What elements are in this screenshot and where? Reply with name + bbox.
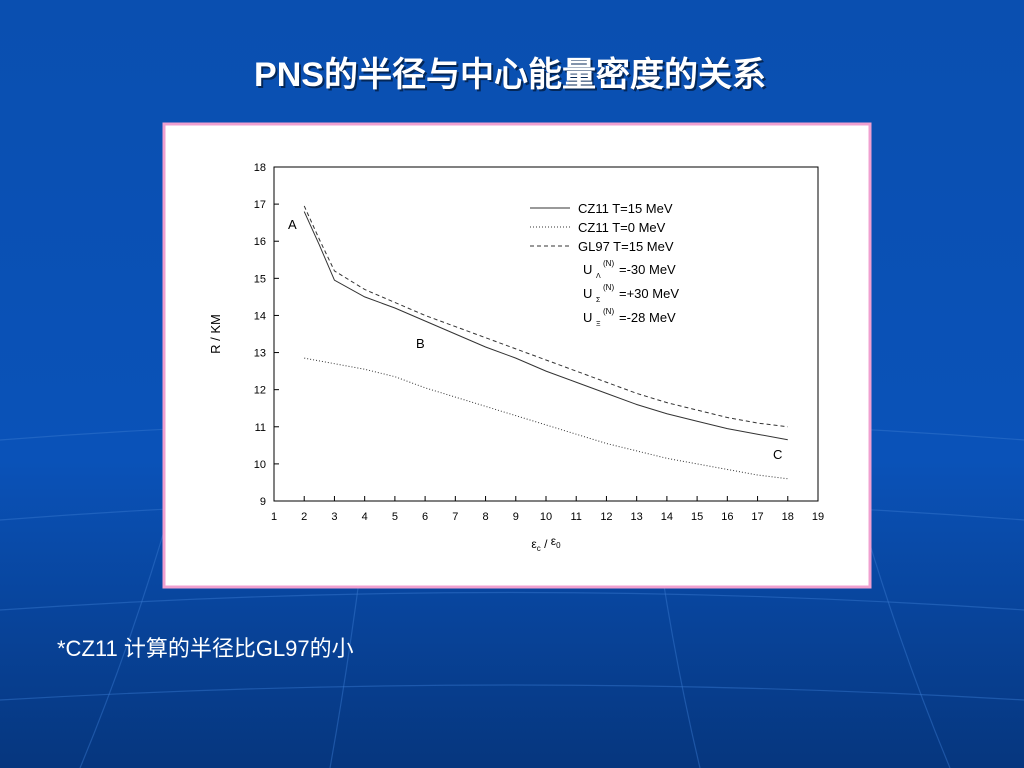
annotation: A <box>288 217 297 232</box>
x-label-part: c <box>537 544 541 553</box>
param-sub: Ξ <box>596 321 601 328</box>
param-sup: (N) <box>603 283 614 292</box>
x-tick-label: 7 <box>452 511 458 523</box>
y-tick-label: 12 <box>254 385 266 397</box>
param-sup: (N) <box>603 259 614 268</box>
x-tick-label: 6 <box>422 511 428 523</box>
x-tick-label: 18 <box>782 511 794 523</box>
legend-label: CZ11 T=0 MeV <box>578 220 666 235</box>
x-tick-label: 2 <box>301 511 307 523</box>
x-tick-label: 12 <box>600 511 612 523</box>
plot: 1 2 3 4 5 6 7 8 9 10 11 12 13 14 15 16 17 18 1991011121314… <box>208 162 824 553</box>
y-tick-label: 13 <box>254 348 266 360</box>
slide-title: PNS的半径与中心能量密度的关系 <box>254 55 766 94</box>
y-tick-label: 10 <box>254 459 266 471</box>
annotation: B <box>416 336 425 351</box>
x-label-part: ε <box>531 537 537 551</box>
param-base: U <box>583 262 592 277</box>
param-text: =+30 MeV <box>619 286 679 301</box>
y-tick-label: 17 <box>254 199 266 211</box>
x-tick-label: 16 <box>721 511 733 523</box>
x-tick-label: 3 <box>331 511 337 523</box>
legend-label: GL97 T=15 MeV <box>578 239 674 254</box>
series-line <box>303 205 788 428</box>
y-tick-label: 16 <box>254 236 266 248</box>
x-tick-label: 8 <box>482 511 488 523</box>
x-tick-label: 9 <box>513 511 519 523</box>
y-tick-label: 15 <box>254 273 266 285</box>
x-label-part: ε <box>551 534 557 548</box>
x-tick-label: 15 <box>691 511 703 523</box>
param-base: U <box>583 286 592 301</box>
x-label-part: 0 <box>556 541 561 550</box>
y-axis-label: R / KM <box>208 314 223 354</box>
x-tick-label: 19 <box>812 511 824 523</box>
y-tick-label: 18 <box>254 162 266 174</box>
x-tick-label: 14 <box>661 511 673 523</box>
x-tick-label: 4 <box>362 511 368 523</box>
x-tick-label: 11 <box>571 511 582 523</box>
y-tick-label: 14 <box>254 310 266 322</box>
series-line <box>303 211 788 441</box>
y-tick-label: 9 <box>260 496 266 508</box>
param-text: =-30 MeV <box>619 262 676 277</box>
series-line <box>304 357 788 480</box>
chart-panel <box>162 122 872 589</box>
x-label-part: / <box>541 537 551 551</box>
annotation: C <box>773 447 782 462</box>
param-sub: Σ <box>596 297 601 304</box>
x-tick-label: 5 <box>392 511 398 523</box>
param-sub: Λ <box>596 273 601 280</box>
param-base: U <box>583 310 592 325</box>
x-tick-label: 13 <box>631 511 643 523</box>
y-tick-label: 11 <box>255 422 266 434</box>
x-tick-label: 10 <box>540 511 552 523</box>
x-tick-label: 1 <box>271 511 277 523</box>
param-sup: (N) <box>603 307 614 316</box>
param-text: =-28 MeV <box>619 310 676 325</box>
legend-label: CZ11 T=15 MeV <box>578 201 673 216</box>
x-axis-label: εc / ε0 <box>531 534 561 553</box>
title-shadow: PNS的半径与中心能量密度的关系 <box>256 57 768 96</box>
footnote: *CZ11 计算的半径比GL97的小 <box>57 636 354 661</box>
x-tick-label: 17 <box>751 511 763 523</box>
